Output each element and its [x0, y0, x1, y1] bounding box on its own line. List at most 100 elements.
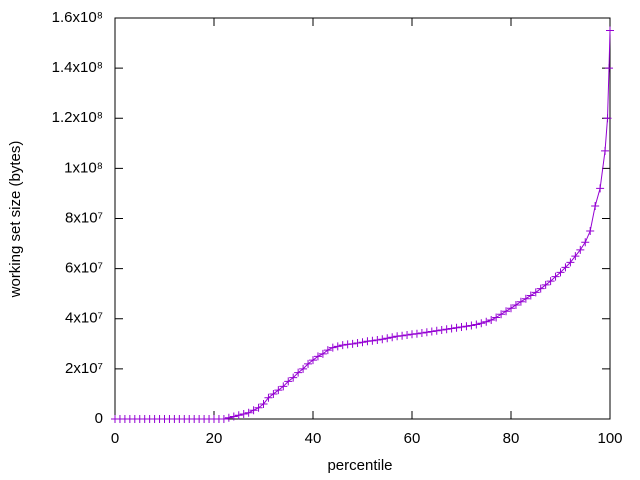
data-point — [398, 331, 407, 340]
x-axis-label: percentile — [327, 457, 392, 474]
data-point — [274, 386, 283, 395]
data-point — [571, 252, 580, 261]
data-point — [328, 343, 337, 352]
data-point — [432, 326, 441, 335]
data-point — [561, 263, 570, 272]
data-point — [348, 339, 357, 348]
data-point — [338, 341, 347, 350]
data-point — [289, 373, 298, 382]
data-point — [531, 288, 540, 297]
y-tick-label: 1.6x10⁸ — [52, 9, 103, 26]
data-point — [477, 319, 486, 328]
plot-border — [114, 17, 611, 420]
data-point — [244, 408, 253, 417]
data-point — [249, 406, 258, 415]
data-point — [526, 291, 535, 300]
data-point — [403, 331, 412, 340]
data-point — [259, 399, 268, 408]
y-tick-label: 1x10⁸ — [64, 159, 103, 176]
data-point — [294, 368, 303, 377]
data-point — [452, 323, 461, 332]
y-tick-label: 2x10⁷ — [65, 360, 103, 377]
data-point — [502, 307, 511, 316]
x-tick-label: 60 — [404, 430, 421, 447]
data-point — [284, 377, 293, 386]
x-tick-label: 20 — [206, 430, 223, 447]
data-point — [393, 332, 402, 341]
data-point — [323, 346, 332, 355]
data-point — [239, 409, 248, 418]
x-tick-label: 40 — [305, 430, 322, 447]
y-tick-label: 8x10⁷ — [65, 209, 103, 226]
data-point — [457, 323, 466, 332]
y-tick-label: 4x10⁷ — [65, 310, 103, 327]
y-tick-label: 1.2x10⁸ — [52, 109, 103, 126]
data-point — [556, 268, 565, 277]
data-point — [373, 336, 382, 345]
data-point — [581, 238, 590, 247]
data-point — [427, 327, 436, 336]
data-point — [546, 277, 555, 286]
data-point — [417, 329, 426, 338]
data-point — [437, 326, 446, 335]
data-point — [596, 184, 605, 193]
y-tick-label: 1.4x10⁸ — [52, 59, 103, 76]
data-point — [333, 342, 342, 351]
data-point — [576, 245, 585, 254]
data-point — [606, 26, 614, 35]
data-point — [511, 300, 520, 309]
data-point — [447, 324, 456, 333]
data-point — [224, 413, 233, 422]
data-point — [462, 322, 471, 331]
data-point — [482, 317, 491, 326]
data-point — [591, 201, 600, 210]
y-axis-label: working set size (bytes) — [7, 141, 24, 299]
data-point — [472, 320, 481, 329]
data-point — [358, 338, 367, 347]
data-point — [383, 334, 392, 343]
data-point — [408, 330, 416, 339]
data-point — [368, 336, 377, 345]
data-point — [521, 294, 530, 303]
data-point — [254, 403, 263, 412]
data-point — [234, 411, 243, 420]
data-point — [487, 316, 496, 325]
data-point — [363, 337, 372, 346]
data-point — [586, 227, 595, 236]
data-point — [422, 328, 431, 337]
x-tick-label: 80 — [503, 430, 520, 447]
x-tick-label: 0 — [111, 430, 119, 447]
data-point — [412, 329, 421, 338]
data-point — [603, 114, 612, 123]
data-point — [279, 382, 288, 391]
y-tick-label: 0 — [95, 410, 103, 427]
data-point — [229, 412, 238, 421]
data-point — [318, 349, 327, 358]
data-point — [601, 146, 610, 155]
data-point — [536, 284, 545, 293]
data-point — [304, 359, 313, 368]
data-point — [605, 64, 614, 73]
data-point — [343, 340, 352, 349]
data-point — [264, 393, 273, 402]
data-point — [353, 339, 362, 348]
data-point — [551, 272, 560, 281]
data-point — [313, 352, 322, 361]
data-point — [467, 321, 476, 330]
data-point — [541, 280, 550, 289]
data-point — [219, 415, 228, 423]
data-point — [378, 335, 387, 344]
y-tick-label: 6x10⁷ — [65, 260, 103, 277]
data-point — [492, 313, 501, 322]
data-point — [388, 333, 397, 342]
data-point — [299, 364, 308, 373]
data-point — [516, 297, 525, 306]
data-point — [566, 258, 575, 267]
data-point — [269, 389, 278, 398]
x-tick-label: 100 — [597, 430, 622, 447]
data-point — [507, 304, 515, 313]
data-point — [309, 356, 317, 365]
data-point — [442, 325, 451, 334]
